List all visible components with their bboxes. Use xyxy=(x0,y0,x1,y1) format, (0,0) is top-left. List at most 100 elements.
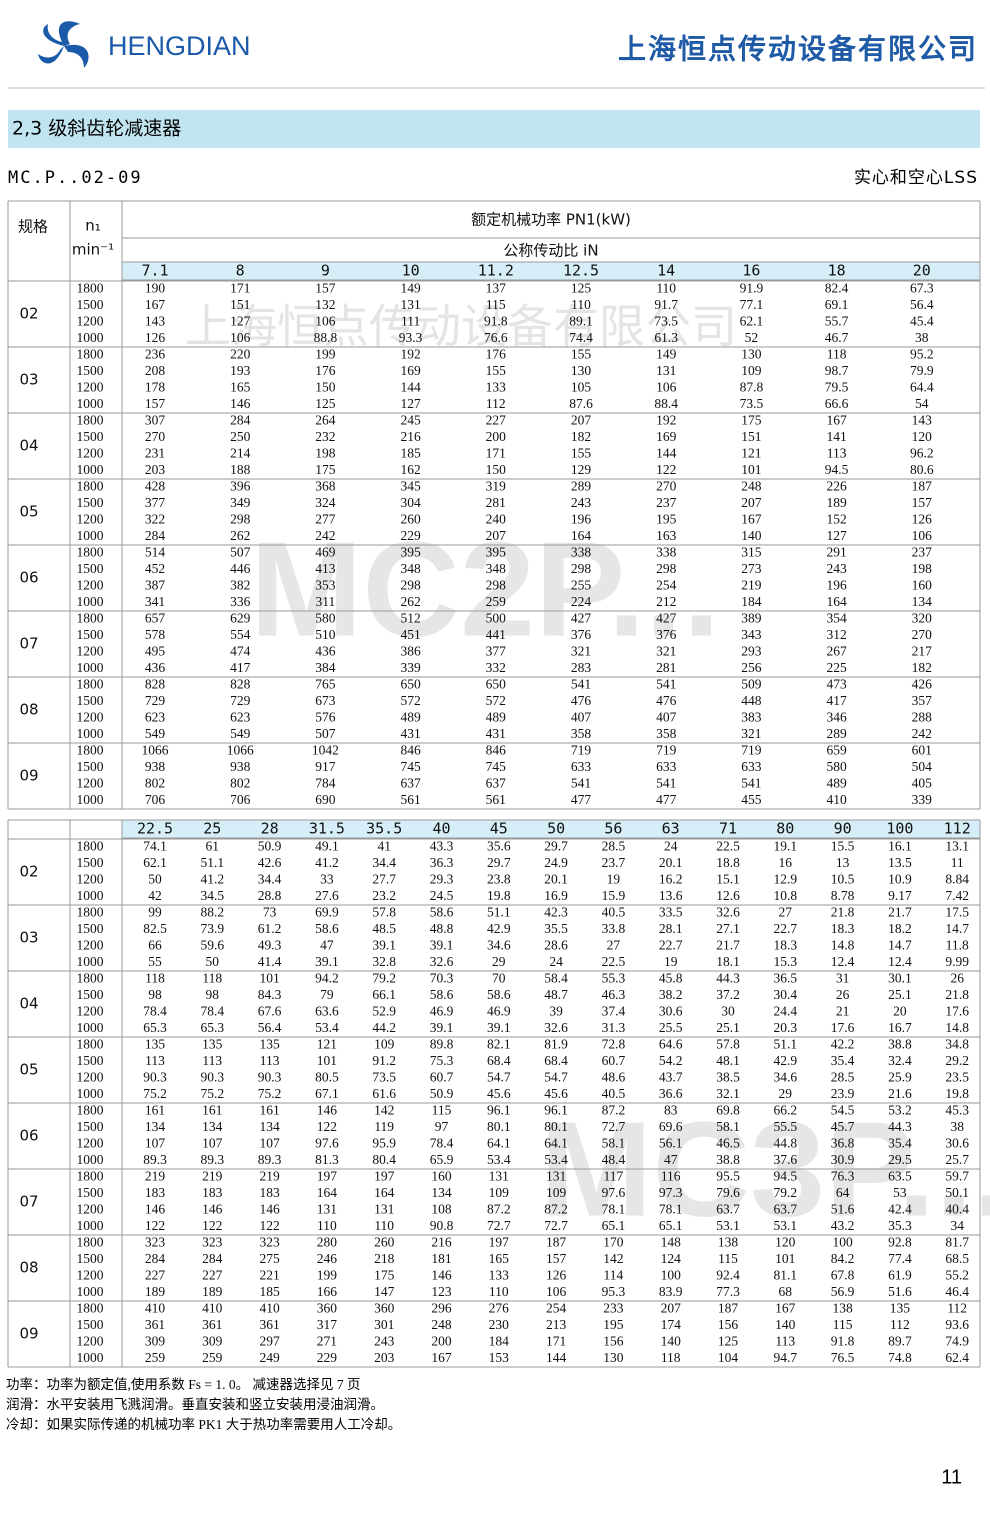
cell-value: 106 xyxy=(315,313,336,328)
cell-value: 36.3 xyxy=(430,855,454,870)
cell-value: 32.8 xyxy=(372,954,396,969)
cell-value: 53.1 xyxy=(773,1218,797,1233)
cell-value: 192 xyxy=(400,346,420,361)
cell-value: 74.8 xyxy=(888,1350,912,1365)
cell-value: 110 xyxy=(317,1218,337,1233)
cell-value: 101 xyxy=(259,970,279,985)
speed-label: 1500 xyxy=(77,1251,104,1266)
cell-value: 131 xyxy=(400,297,420,312)
cell-value: 122 xyxy=(259,1218,279,1233)
cell-value: 386 xyxy=(400,643,421,658)
cell-value: 298 xyxy=(400,577,421,592)
cell-value: 260 xyxy=(374,1234,395,1249)
cell-value: 304 xyxy=(400,495,421,510)
cell-value: 22.7 xyxy=(773,921,797,936)
cell-value: 321 xyxy=(656,643,676,658)
cell-value: 76.6 xyxy=(484,330,508,345)
cell-value: 40.4 xyxy=(945,1201,969,1216)
speed-label: 1800 xyxy=(77,346,104,361)
speed-label: 1800 xyxy=(77,1168,104,1183)
cell-value: 230 xyxy=(489,1317,510,1332)
cell-value: 322 xyxy=(145,511,165,526)
cell-value: 161 xyxy=(259,1102,279,1117)
cell-value: 167 xyxy=(145,297,166,312)
speed-label: 1000 xyxy=(77,954,104,969)
cell-value: 37.2 xyxy=(716,987,740,1002)
cell-value: 249 xyxy=(259,1350,280,1365)
cell-value: 51.6 xyxy=(888,1284,912,1299)
cell-value: 146 xyxy=(317,1102,338,1117)
cell-value: 45.7 xyxy=(831,1119,855,1134)
cell-value: 119 xyxy=(374,1119,394,1134)
cell-value: 657 xyxy=(145,610,166,625)
cell-value: 131 xyxy=(374,1201,394,1216)
cell-value: 164 xyxy=(317,1185,338,1200)
cell-value: 65.3 xyxy=(200,1020,224,1035)
cell-value: 181 xyxy=(431,1251,451,1266)
cell-value: 81.1 xyxy=(773,1267,797,1282)
cell-value: 21 xyxy=(836,1003,850,1018)
cell-value: 276 xyxy=(489,1300,510,1315)
cell-value: 23.5 xyxy=(945,1069,969,1084)
cell-value: 32.4 xyxy=(888,1053,912,1068)
cell-value: 56.9 xyxy=(831,1284,855,1299)
cell-value: 118 xyxy=(827,346,847,361)
cell-value: 47 xyxy=(664,1152,678,1167)
cell-value: 182 xyxy=(912,660,932,675)
cell-value: 207 xyxy=(661,1300,682,1315)
cell-value: 659 xyxy=(826,742,847,757)
speed-label: 1500 xyxy=(77,1185,104,1200)
cell-value: 199 xyxy=(315,346,336,361)
size-label: 05 xyxy=(19,503,38,521)
cell-value: 45.6 xyxy=(544,1086,568,1101)
cell-value: 68.4 xyxy=(487,1053,511,1068)
cell-value: 650 xyxy=(486,676,507,691)
cell-value: 112 xyxy=(486,396,506,411)
cell-value: 199 xyxy=(317,1267,338,1282)
cell-value: 13.1 xyxy=(945,838,969,853)
cell-value: 51.6 xyxy=(831,1201,855,1216)
cell-value: 116 xyxy=(661,1168,681,1183)
cell-value: 216 xyxy=(400,429,421,444)
cell-value: 248 xyxy=(431,1317,452,1332)
cell-value: 22.5 xyxy=(602,954,626,969)
cell-value: 79.6 xyxy=(716,1185,740,1200)
ratio-label: 35.5 xyxy=(366,820,402,838)
cell-value: 507 xyxy=(315,726,336,741)
cell-value: 227 xyxy=(145,1267,166,1282)
cell-value: 53.2 xyxy=(888,1102,912,1117)
cell-value: 79.2 xyxy=(773,1185,797,1200)
ratio-label: 80 xyxy=(776,820,794,838)
cell-value: 106 xyxy=(656,379,677,394)
cell-value: 183 xyxy=(202,1185,223,1200)
cell-value: 476 xyxy=(656,693,677,708)
cell-value: 729 xyxy=(230,693,251,708)
cell-value: 55.5 xyxy=(773,1119,797,1134)
cell-value: 69.1 xyxy=(825,297,849,312)
ratio-label: 112 xyxy=(944,820,971,838)
cell-value: 187 xyxy=(718,1300,739,1315)
cell-value: 184 xyxy=(489,1333,510,1348)
cell-value: 142 xyxy=(374,1102,394,1117)
speed-label: 1800 xyxy=(77,280,104,295)
cell-value: 270 xyxy=(656,478,677,493)
cell-value: 14.8 xyxy=(831,937,855,952)
speed-label: 1000 xyxy=(77,1350,104,1365)
cell-value: 73.9 xyxy=(200,921,224,936)
ratio-label: 9 xyxy=(321,262,330,280)
cell-value: 54.2 xyxy=(659,1053,683,1068)
cell-value: 75.2 xyxy=(143,1086,167,1101)
cell-value: 311 xyxy=(316,594,336,609)
cell-value: 73 xyxy=(263,904,277,919)
cell-value: 217 xyxy=(912,643,933,658)
cell-value: 384 xyxy=(315,660,336,675)
cell-value: 94.7 xyxy=(773,1350,797,1365)
cell-value: 94.2 xyxy=(315,970,339,985)
cell-value: 29 xyxy=(779,1086,793,1101)
cell-value: 72.8 xyxy=(602,1036,626,1051)
cell-value: 448 xyxy=(741,693,762,708)
cell-value: 259 xyxy=(145,1350,166,1365)
cell-value: 98 xyxy=(206,987,220,1002)
cell-value: 410 xyxy=(259,1300,280,1315)
cell-value: 495 xyxy=(145,643,166,658)
